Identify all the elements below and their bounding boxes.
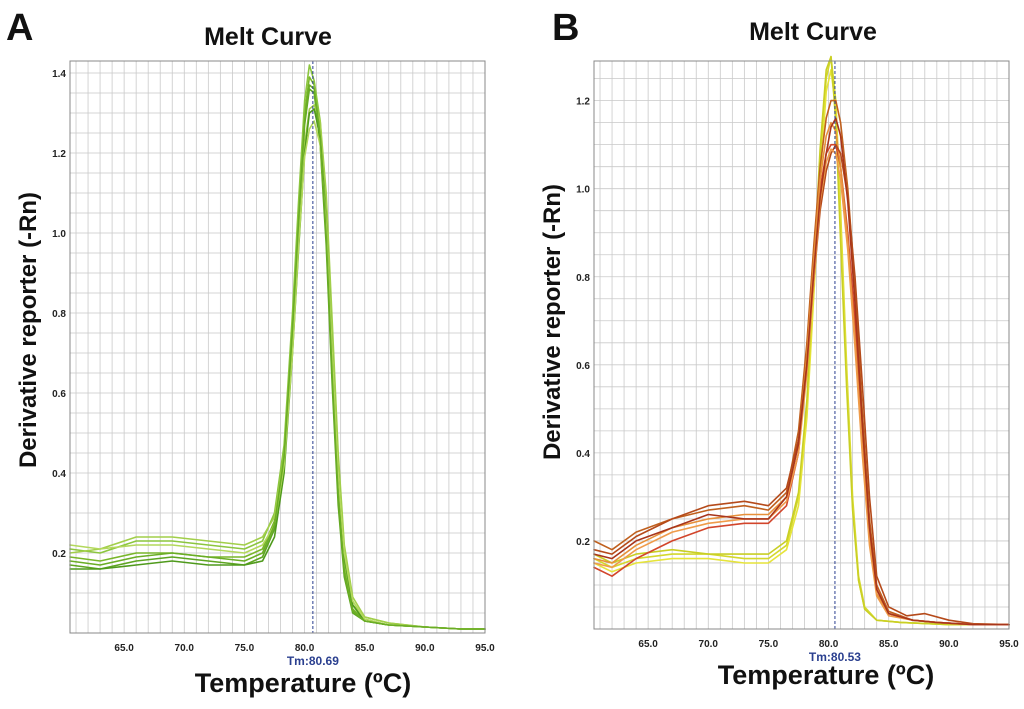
x-tick-label: 85.0 — [879, 639, 899, 650]
series-line-well-8 — [593, 148, 1010, 626]
y-tick-label: 0.6 — [52, 389, 66, 400]
y-axis-label-a: Derivative reporter (-Rn) — [15, 192, 42, 468]
x-tick-label: 75.0 — [759, 639, 779, 650]
y-tick-label: 0.4 — [576, 449, 590, 460]
series-group-b — [593, 55, 1010, 626]
x-tick-label: 70.0 — [175, 643, 195, 654]
chart-title-b: Melt Curve — [749, 18, 877, 46]
series-line-well-4 — [69, 104, 486, 630]
y-tick-label: 0.2 — [52, 549, 66, 560]
series-line-well-3 — [593, 55, 1010, 626]
panel-b: B Melt Curve Derivative reporter (-Rn) T… — [539, 7, 1019, 690]
y-axis-label-b: Derivative reporter (-Rn) — [539, 184, 566, 460]
series-line-well-9 — [593, 117, 1010, 626]
x-tick-label: 80.0 — [295, 643, 315, 654]
x-tick-label: 65.0 — [638, 639, 658, 650]
series-group-a — [69, 64, 486, 630]
series-line-well-7 — [593, 143, 1010, 626]
x-tick-label: 95.0 — [999, 639, 1019, 650]
series-line-well-6 — [69, 120, 486, 630]
series-line-well-7 — [69, 84, 486, 630]
y-tick-label: 1.0 — [52, 229, 66, 240]
chart-title-a: Melt Curve — [204, 23, 332, 51]
y-tick-label: 1.2 — [576, 97, 590, 108]
y-tick-label: 1.2 — [52, 149, 66, 160]
tm-label-a: Tm:80.69 — [287, 654, 339, 668]
plot-frame-a — [69, 60, 486, 634]
x-tick-label: 90.0 — [415, 643, 435, 654]
plot-area-a: Tm:80.69 65.0 70.0 75.0 80.0 85.0 90.0 95.0 0.2 0… — [52, 60, 495, 668]
y-tick-label: 0.8 — [52, 309, 66, 320]
panel-letter-a: A — [6, 7, 33, 49]
x-tick-label: 85.0 — [355, 643, 375, 654]
x-tick-label: 95.0 — [475, 643, 495, 654]
x-axis-label-a: Temperature (ºC) — [195, 668, 411, 698]
plot-background-a — [70, 61, 485, 633]
y-tick-label: 1.0 — [576, 185, 590, 196]
plot-area-b: Tm:80.53 65.0 70.0 75.0 80.0 85.0 90.0 95.0 0.2 0… — [576, 55, 1019, 664]
y-tick-label: 0.8 — [576, 273, 590, 284]
x-tick-label: 70.0 — [699, 639, 719, 650]
y-tick-label: 1.4 — [52, 69, 66, 80]
grid-b — [594, 61, 1010, 630]
tm-label-b: Tm:80.53 — [809, 650, 861, 664]
x-tick-label: 90.0 — [939, 639, 959, 650]
x-tick-label: 80.0 — [819, 639, 839, 650]
plot-frame-b — [593, 60, 1010, 630]
x-tick-label: 75.0 — [235, 643, 255, 654]
y-tick-label: 0.4 — [52, 469, 66, 480]
y-tick-label: 0.6 — [576, 361, 590, 372]
plot-background-b — [594, 61, 1009, 629]
panel-letter-b: B — [552, 7, 579, 49]
x-tick-label: 65.0 — [114, 643, 134, 654]
panel-a: A Melt Curve Derivative reporter (-Rn) T… — [6, 7, 495, 698]
series-line-well-4 — [593, 99, 1010, 626]
y-tick-label: 0.2 — [576, 537, 590, 548]
x-axis-label-b: Temperature (ºC) — [718, 660, 934, 690]
